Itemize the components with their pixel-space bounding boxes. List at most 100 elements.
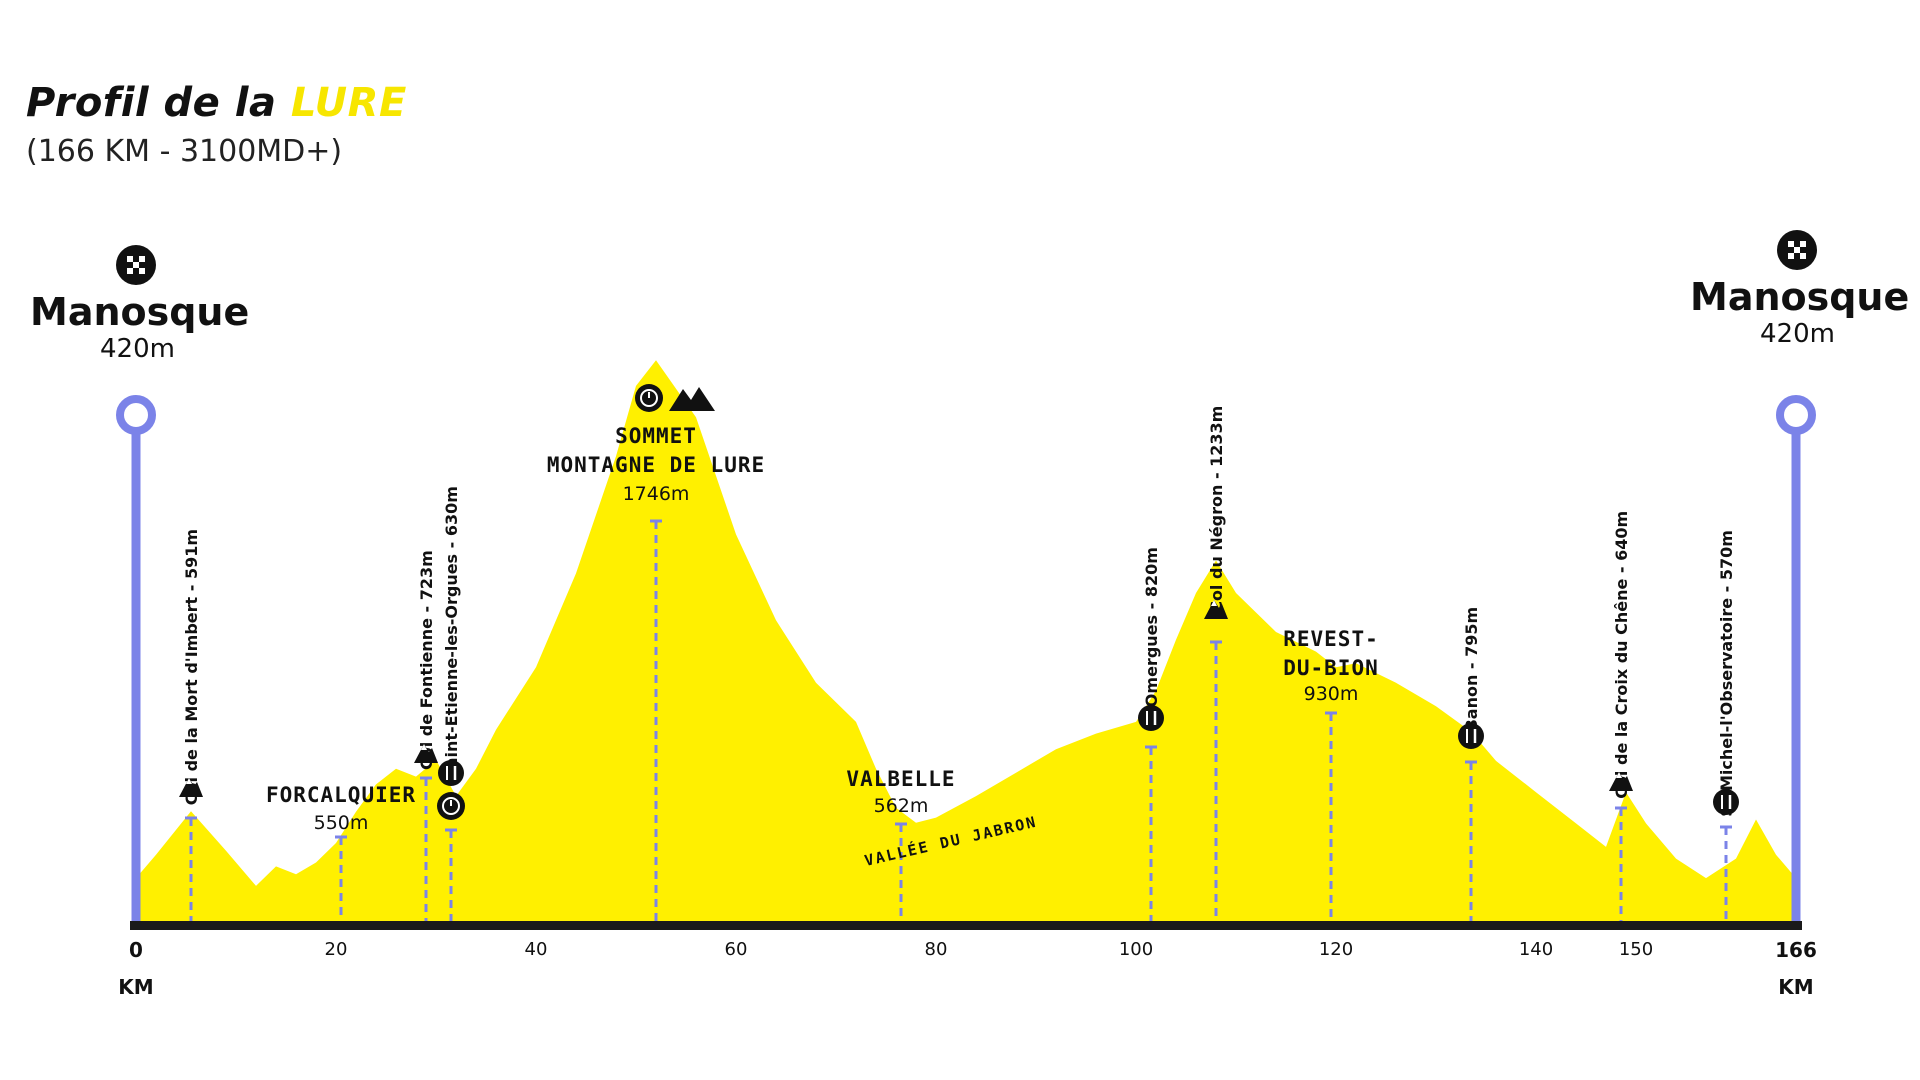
checkered-flag-square bbox=[1800, 253, 1806, 259]
waypoint-name-text: Omergues bbox=[1142, 615, 1161, 707]
mountain-icon bbox=[1204, 600, 1228, 619]
waypoint-altitude: - 591m bbox=[182, 529, 201, 597]
mountain-icon-snow bbox=[1211, 600, 1217, 606]
x-tick-label: 60 bbox=[725, 939, 748, 960]
food-icon-disc bbox=[438, 760, 464, 786]
start-name: Manosque bbox=[30, 290, 250, 334]
waypoint-altitude: - 795m bbox=[1462, 607, 1481, 675]
x-end-unit: KM bbox=[1778, 975, 1813, 999]
start-altitude: 420m bbox=[100, 334, 175, 364]
checkered-flag-square bbox=[133, 262, 139, 268]
checkered-flag-square bbox=[1800, 241, 1806, 247]
food-icon bbox=[438, 760, 464, 786]
waypoint-name: Saint-Etienne-les-Orgues - 630m bbox=[442, 486, 461, 780]
title-block: Profil de la LURE (166 KM - 3100MD+) bbox=[26, 80, 407, 169]
checkered-flag-square bbox=[139, 268, 145, 274]
chart-subtitle: (166 KM - 3100MD+) bbox=[26, 134, 343, 169]
waypoint-altitude: - 820m bbox=[1142, 547, 1161, 615]
waypoint-name-text: Col du Négron bbox=[1207, 485, 1226, 613]
waypoint-name: Col de la Croix du Chêne - 640m bbox=[1612, 511, 1631, 799]
title-prefix: Profil de la bbox=[26, 80, 291, 126]
waypoint-name-text: Saint-Etienne-les-Orgues bbox=[442, 554, 461, 780]
waypoint-name: FORCALQUIER bbox=[266, 783, 416, 807]
checkered-flag-square bbox=[127, 256, 133, 262]
waypoint-altitude: - 1233m bbox=[1207, 406, 1226, 485]
waypoint-altitude: - 723m bbox=[417, 550, 436, 618]
mountain-icon-shape bbox=[179, 778, 203, 797]
waypoint-name: SOMMET bbox=[615, 424, 697, 448]
waypoint-altitude: - 570m bbox=[1717, 530, 1736, 598]
timer-icon bbox=[635, 384, 663, 412]
timer-icon bbox=[437, 792, 465, 820]
waypoint-name: Col du Négron - 1233m bbox=[1207, 406, 1226, 613]
mountain-icon-snow bbox=[1616, 772, 1622, 778]
x-tick-label: 40 bbox=[525, 939, 548, 960]
waypoint-name-text: St-Michel-l'Observatoire bbox=[1717, 598, 1736, 817]
axis-layer: 20 40 60 80 100 120 140 150 0 KM 166 KM bbox=[118, 921, 1817, 999]
food-icon-disc bbox=[1713, 789, 1739, 815]
baseline-axis bbox=[130, 921, 1802, 930]
mountain-icon-shape bbox=[414, 744, 438, 763]
mountain-icon bbox=[414, 744, 438, 763]
start-label: Manosque 420m bbox=[30, 290, 250, 364]
waypoint-name-text: Col de Fontienne bbox=[417, 618, 436, 770]
timer-icon-face bbox=[640, 389, 658, 407]
waypoint-name: Banon - 795m bbox=[1462, 607, 1481, 732]
waypoint-altitude: 930m bbox=[1304, 683, 1359, 705]
end-layer bbox=[116, 230, 1817, 921]
waypoint-name: St-Michel-l'Observatoire - 570m bbox=[1717, 530, 1736, 817]
waypoint-name: VALBELLE bbox=[846, 767, 955, 791]
checkered-flag-square bbox=[1788, 253, 1794, 259]
elevation-area bbox=[136, 360, 1796, 925]
waypoint-name: Col de Fontienne - 723m bbox=[417, 550, 436, 770]
timer-icon-face bbox=[442, 797, 460, 815]
food-icon-disc bbox=[1138, 705, 1164, 731]
finish-label: Manosque 420m bbox=[1690, 275, 1910, 349]
waypoint-name: Col de la Mort d'Imbert - 591m bbox=[182, 529, 201, 805]
x-start-km: 0 bbox=[129, 938, 143, 962]
mountains-icon-shape bbox=[669, 387, 715, 411]
waypoint-name-text: Banon bbox=[1462, 675, 1481, 732]
title-accent: LURE bbox=[290, 80, 407, 126]
checkered-flag-square bbox=[127, 268, 133, 274]
x-start-unit: KM bbox=[118, 975, 153, 999]
x-tick-label: 150 bbox=[1619, 939, 1653, 960]
chart-title: Profil de la LURE bbox=[26, 80, 407, 126]
waypoint-altitude: - 640m bbox=[1612, 511, 1631, 579]
waypoint-altitude: 562m bbox=[874, 795, 929, 817]
finish-pole-ring bbox=[1776, 395, 1816, 435]
waypoint-name-text: Col de la Mort d'Imbert bbox=[182, 596, 201, 805]
mountain-icon bbox=[1609, 772, 1633, 791]
mountain-icon-snow bbox=[186, 778, 192, 784]
waypoint-altitude: - 630m bbox=[442, 486, 461, 554]
mountains-icon bbox=[669, 387, 715, 411]
x-tick-label: 120 bbox=[1319, 939, 1353, 960]
x-tick-label: 140 bbox=[1519, 939, 1553, 960]
waypoint-name: Omergues - 820m bbox=[1142, 547, 1161, 707]
profile-layer bbox=[136, 360, 1796, 925]
mountain-icon-shape bbox=[1609, 772, 1633, 791]
mountain-icon-shape bbox=[1204, 600, 1228, 619]
food-icon-disc bbox=[1458, 723, 1484, 749]
checkered-flag-square bbox=[1794, 247, 1800, 253]
food-icon bbox=[1713, 789, 1739, 815]
label-layer: Col de la Mort d'Imbert - 591m Col de Fon… bbox=[179, 384, 1739, 870]
start-pole-ring bbox=[116, 395, 156, 435]
x-end-km: 166 bbox=[1775, 938, 1817, 962]
finish-name: Manosque bbox=[1690, 275, 1910, 319]
waypoint-altitude: 1746m bbox=[623, 483, 690, 505]
waypoint-altitude: 550m bbox=[314, 812, 369, 834]
mountain-icon-snow bbox=[421, 744, 427, 750]
food-icon bbox=[1458, 723, 1484, 749]
x-tick-label: 100 bbox=[1119, 939, 1153, 960]
food-icon bbox=[1138, 705, 1164, 731]
x-tick-label: 20 bbox=[325, 939, 348, 960]
waypoint-name: MONTAGNE DE LURE bbox=[547, 453, 765, 477]
finish-altitude: 420m bbox=[1760, 319, 1835, 349]
waypoint-name-text: Col de la Croix du Chêne bbox=[1612, 578, 1631, 798]
mountain-icon bbox=[179, 778, 203, 797]
checkered-flag-square bbox=[1788, 241, 1794, 247]
checkered-flag-icon bbox=[1777, 230, 1817, 270]
checkered-flag-icon bbox=[116, 245, 156, 285]
